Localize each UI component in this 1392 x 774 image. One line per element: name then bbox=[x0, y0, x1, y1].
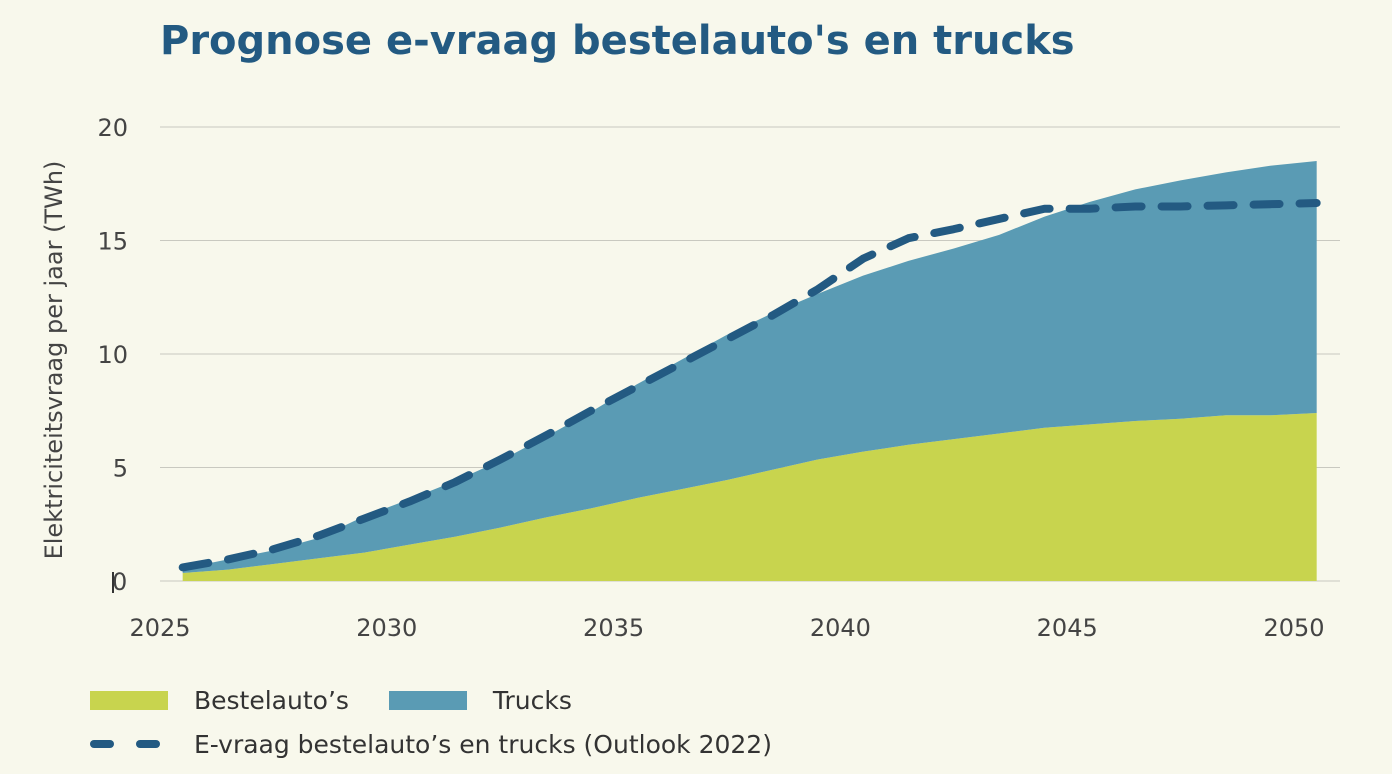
legend-swatch-outlook bbox=[90, 735, 168, 754]
legend-label-outlook: E-vraag bestelauto’s en trucks (Outlook … bbox=[194, 729, 772, 759]
legend-item-outlook: E-vraag bestelauto’s en trucks (Outlook … bbox=[90, 730, 772, 759]
y-tick-label: 10 bbox=[97, 341, 128, 369]
y-tick-labels: 0 5 10 15 20 bbox=[97, 114, 128, 596]
x-tick-label: 2030 bbox=[356, 614, 417, 642]
chart-area: 0 5 10 15 20 2025 2030 2035 2040 2045 2050 Elektr… bbox=[40, 114, 1340, 642]
x-tick-label: 2045 bbox=[1037, 614, 1098, 642]
area-series-bestelautos bbox=[182, 413, 1317, 581]
x-tick-label: 2050 bbox=[1263, 614, 1324, 642]
legend-row-line: E-vraag bestelauto’s en trucks (Outlook … bbox=[90, 724, 812, 764]
legend-row-areas: Bestelauto’s Trucks bbox=[90, 680, 812, 720]
legend-swatch-trucks bbox=[388, 690, 467, 710]
legend-item-bestelautos: Bestelauto’s bbox=[90, 686, 349, 715]
legend-label-bestelautos: Bestelauto’s bbox=[194, 685, 349, 715]
x-tick-label: 2035 bbox=[583, 614, 644, 642]
chart-title: Prognose e-vraag bestelauto's en trucks bbox=[160, 18, 1075, 64]
y-tick-label: 5 bbox=[113, 455, 128, 483]
legend-label-trucks: Trucks bbox=[492, 685, 572, 715]
area-series-trucks bbox=[182, 161, 1317, 574]
x-tick-labels: 2025 2030 2035 2040 2045 2050 bbox=[129, 614, 1324, 642]
legend-item-trucks: Trucks bbox=[388, 685, 572, 715]
y-tick-label: 15 bbox=[97, 228, 128, 256]
outlook-line-group bbox=[178, 199, 1321, 572]
y-tick-label: 20 bbox=[97, 114, 128, 142]
line-series-outlook-2022 bbox=[178, 199, 1321, 572]
x-tick-label: 2040 bbox=[810, 614, 871, 642]
y-axis-title: Elektriciteitsvraag per jaar (TWh) bbox=[40, 161, 68, 560]
stacked-areas bbox=[182, 161, 1317, 581]
y-tick-label: 0 bbox=[112, 568, 127, 596]
legend: Bestelauto’s Trucks E-vraag bestelauto’s… bbox=[90, 680, 812, 768]
x-tick-label: 2025 bbox=[129, 614, 190, 642]
legend-swatch-bestelautos bbox=[90, 690, 168, 710]
